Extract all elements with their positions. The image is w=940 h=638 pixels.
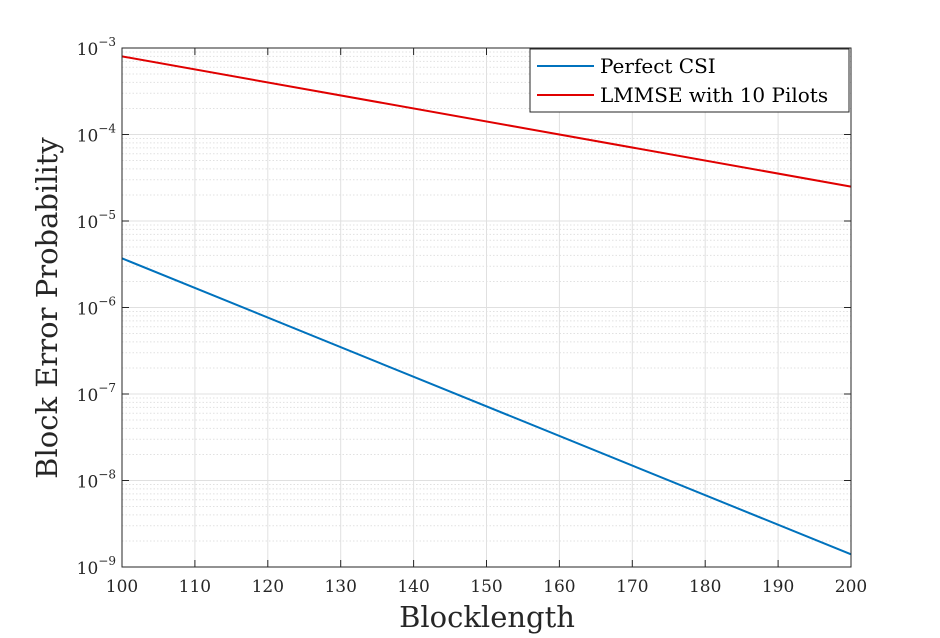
series-line-1 bbox=[121, 55, 852, 188]
y-tick-label: 10−8 bbox=[77, 468, 116, 493]
x-tick-label: 100 bbox=[106, 577, 138, 597]
x-tick-label: 200 bbox=[835, 577, 867, 597]
x-tick-label: 140 bbox=[397, 577, 429, 597]
x-tick-label: 130 bbox=[324, 577, 356, 597]
y-tick-label: 10−7 bbox=[77, 381, 116, 406]
x-tick-label: 160 bbox=[543, 577, 575, 597]
y-tick-label: 10−6 bbox=[77, 295, 116, 320]
y-tick-label: 10−9 bbox=[77, 554, 116, 579]
ticks bbox=[121, 47, 852, 568]
x-tick-label: 170 bbox=[616, 577, 648, 597]
y-axis-label: Block Error Probability bbox=[30, 137, 64, 479]
legend: Perfect CSI LMMSE with 10 Pilots bbox=[529, 48, 850, 113]
series-line-0 bbox=[121, 257, 852, 556]
x-tick-label: 190 bbox=[762, 577, 794, 597]
x-tick-label: 110 bbox=[179, 577, 211, 597]
y-tick-label: 10−3 bbox=[77, 35, 116, 60]
series-layer bbox=[121, 55, 852, 556]
legend-label-lmmse: LMMSE with 10 Pilots bbox=[600, 83, 828, 107]
x-tick-label: 120 bbox=[252, 577, 284, 597]
x-tick-labels: 100 110 120 130 140 150 160 170 180 190 200 bbox=[106, 577, 867, 597]
legend-box bbox=[529, 48, 850, 113]
y-tick-label: 10−4 bbox=[77, 122, 117, 147]
legend-label-perfect-csi: Perfect CSI bbox=[600, 54, 716, 78]
x-tick-label: 180 bbox=[689, 577, 721, 597]
x-axis-label: Blocklength bbox=[399, 600, 575, 634]
y-tick-label: 10−5 bbox=[77, 208, 116, 233]
x-tick-label: 150 bbox=[470, 577, 502, 597]
y-tick-labels: 10−3 10−4 10−5 10−6 10−7 10−8 10−9 bbox=[77, 35, 117, 579]
